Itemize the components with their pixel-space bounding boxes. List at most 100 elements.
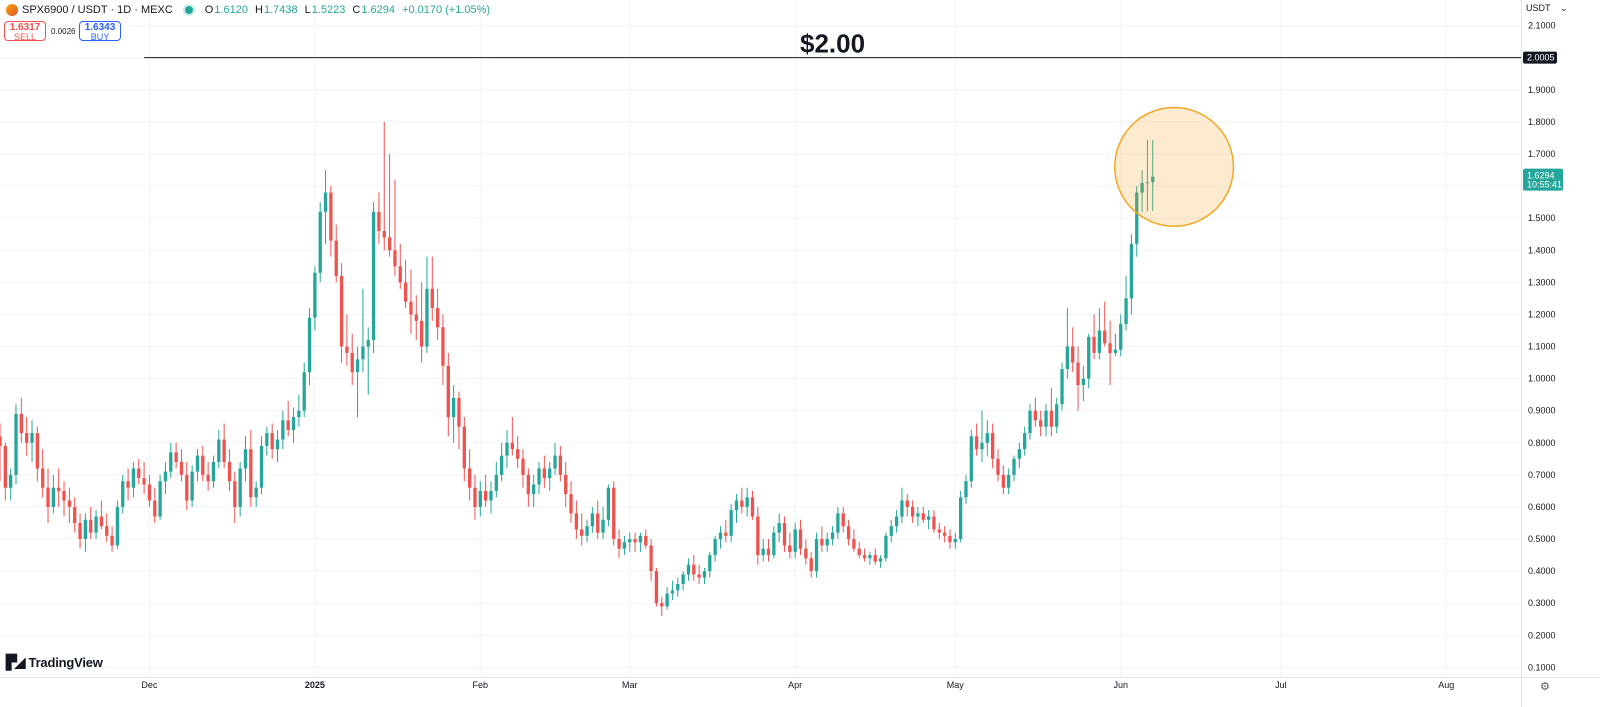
candle-body [131,468,136,488]
candle [169,442,173,479]
candle [1124,275,1128,331]
candle-body [654,571,659,604]
candle-body [516,449,520,459]
candle [137,458,141,485]
tradingview-logo[interactable]: ▛◢ TradingView [6,654,103,671]
candle-body [425,288,429,347]
candle-body [825,539,829,546]
candle [937,522,941,540]
candle-body [697,574,701,578]
candle-body [622,542,627,549]
candle [398,243,402,289]
candle-body [238,468,242,507]
candle-body [670,590,675,594]
price-axis[interactable]: 0.1000 0.2000 0.3000 0.4000 0.5000 0.6000 0.70… [1528,21,1556,673]
candle [110,526,114,552]
time-tick-label: Mar [622,680,638,690]
candle-body [355,359,360,373]
price-tick-label: 1.7000 [1528,149,1556,159]
candle [1049,388,1054,437]
candle-body [89,519,93,533]
currency-selector[interactable]: USDT ⌄ [1526,3,1568,13]
candle [345,314,349,366]
candle-body [9,474,13,488]
candle-body [190,471,194,501]
candle-body [78,522,82,540]
gear-icon[interactable]: ⚙ [1540,681,1550,693]
candle-body [532,484,536,495]
bar-countdown-label: 10:55:41 [1527,180,1562,190]
candle [633,532,637,552]
candle [382,121,386,251]
target-price-annotation[interactable]: $2.00 [800,29,865,59]
candle [542,455,547,488]
candle [457,391,461,450]
candle-body [179,462,184,475]
target-price-badge: 2.0005 [1523,51,1557,64]
candle [1033,397,1038,427]
candle [532,474,536,507]
candle [948,529,952,549]
candle [371,202,376,353]
candle-body [596,513,600,533]
candle [409,269,413,334]
highlight-circle[interactable] [1113,106,1235,227]
candle-body [30,433,34,443]
candle-body [953,539,957,543]
candle-body [57,487,61,491]
candle-body [804,548,808,559]
candle [0,423,2,482]
candle-body [724,532,728,536]
candle [761,539,765,562]
candle-body [665,593,669,607]
candle [62,481,66,517]
candle-body [382,231,386,238]
candle [14,404,18,485]
candle-body [51,487,56,507]
candle [857,542,861,559]
candle [916,506,920,527]
time-axis[interactable]: Dec 2025 Feb Mar Apr May Jun Jul Aug [141,680,1454,690]
candle-body [686,564,691,575]
candle [78,513,82,549]
candle-body [206,474,210,482]
candle-body [227,462,232,482]
candle-body [921,513,925,520]
candle [932,510,936,533]
candle [281,410,285,450]
price-tick-label: 0.6000 [1528,502,1556,512]
candle [1103,301,1107,347]
candle [478,481,482,517]
candle [313,266,317,331]
candle [265,426,269,456]
candle [1001,465,1005,495]
candles [0,121,1155,617]
candle-body [350,352,354,373]
candle-body [94,516,98,533]
candle [590,506,595,533]
candle [425,256,429,353]
candle [105,513,109,543]
candle-body [1108,343,1112,353]
candle-body [900,500,904,517]
candle-body [841,513,845,527]
candle-body [222,439,226,463]
buy-button[interactable]: 1.6343 BUY [79,21,121,42]
candle [377,192,381,244]
candle-body [0,436,2,446]
candle [1081,365,1086,402]
candle-body [451,397,456,418]
candle-body [137,468,141,479]
candle [980,410,984,463]
candle [713,535,717,562]
low-value: 1.5223 [311,4,346,16]
candle [1055,397,1059,434]
candle [814,532,819,578]
candle [852,529,856,552]
candle-body [1007,474,1011,488]
candle [217,429,221,469]
candle [500,442,504,482]
sell-button[interactable]: 1.6317 SELL [4,21,46,42]
symbol-title[interactable]: SPX6900 / USDT · 1D · MEXC [22,4,173,16]
